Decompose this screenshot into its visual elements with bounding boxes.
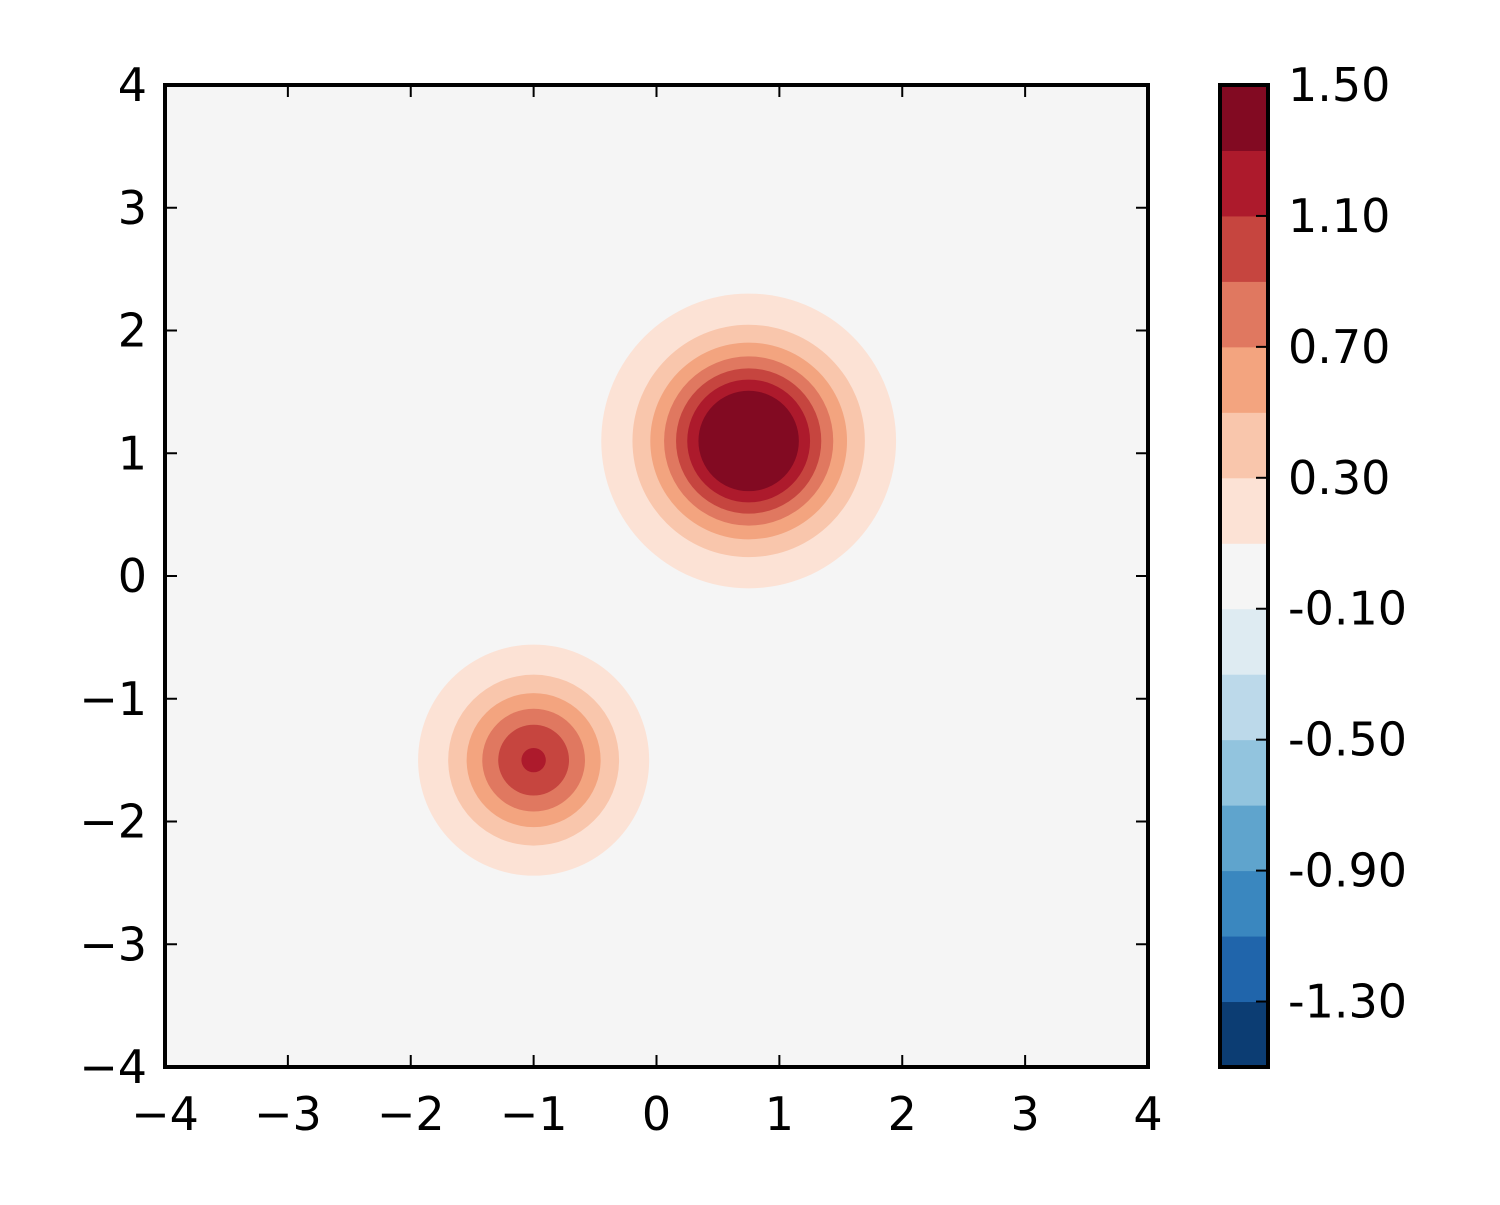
colorbar-band: [1220, 805, 1268, 872]
colorbar-tick-label: 0.70: [1288, 320, 1390, 374]
contour-fills: [418, 293, 897, 876]
tick-labels: −4 −3 −2 −1 0 1 2 3 4 4 3 2 1 0 −1 −2 −3 −4 1.50 1.10 0.70 0.…: [79, 58, 1407, 1141]
colorbar-band: [1220, 674, 1268, 741]
x-tick-label: 2: [888, 1087, 917, 1141]
plot-background: [165, 85, 1148, 1067]
x-tick-label: 0: [642, 1087, 671, 1141]
colorbar-band: [1220, 215, 1268, 282]
contour-band-0-14: [698, 390, 799, 492]
colorbar-band: [1220, 346, 1268, 413]
colorbar-tick-label: 0.30: [1288, 451, 1390, 505]
colorbar-tick-label: -0.50: [1288, 713, 1407, 767]
x-tick-label: −3: [254, 1087, 322, 1141]
colorbar-tick-label: -1.30: [1288, 975, 1407, 1029]
y-tick-label: 1: [118, 426, 147, 480]
colorbar-tick-label: 1.10: [1288, 189, 1390, 243]
colorbar-tick-label: -0.90: [1288, 844, 1407, 898]
y-tick-label: 2: [118, 304, 147, 358]
colorbar-band: [1220, 281, 1268, 348]
colorbar-band: [1220, 477, 1268, 544]
y-tick-label: −4: [79, 1040, 147, 1094]
colorbar: [1220, 84, 1268, 1068]
y-tick-label: 4: [118, 58, 147, 112]
y-tick-label: −2: [79, 795, 147, 849]
colorbar-band: [1220, 936, 1268, 1003]
colorbar-band: [1220, 1001, 1268, 1068]
x-tick-label: 3: [1010, 1087, 1039, 1141]
colorbar-band: [1220, 412, 1268, 479]
colorbar-band: [1220, 608, 1268, 675]
colorbar-tick-label: 1.50: [1288, 58, 1390, 112]
colorbar-band: [1220, 739, 1268, 806]
colorbar-band: [1220, 150, 1268, 217]
plot-frame: [163, 83, 1150, 1069]
colorbar-frame: [1218, 83, 1270, 1069]
y-tick-label: −1: [79, 672, 147, 726]
y-tick-label: −3: [79, 917, 147, 971]
x-tick-label: 4: [1133, 1087, 1162, 1141]
colorbar-tick-label: -0.10: [1288, 582, 1407, 636]
colorbar-band: [1220, 543, 1268, 610]
y-tick-label: 0: [118, 549, 147, 603]
x-tick-label: −4: [131, 1087, 199, 1141]
x-tick-label: −1: [500, 1087, 568, 1141]
x-tick-label: 1: [765, 1087, 794, 1141]
y-tick-label: 3: [118, 181, 147, 235]
contour-band-1-13: [521, 747, 546, 773]
colorbar-band: [1220, 870, 1268, 937]
x-tick-label: −2: [377, 1087, 445, 1141]
colorbar-band: [1220, 85, 1268, 151]
